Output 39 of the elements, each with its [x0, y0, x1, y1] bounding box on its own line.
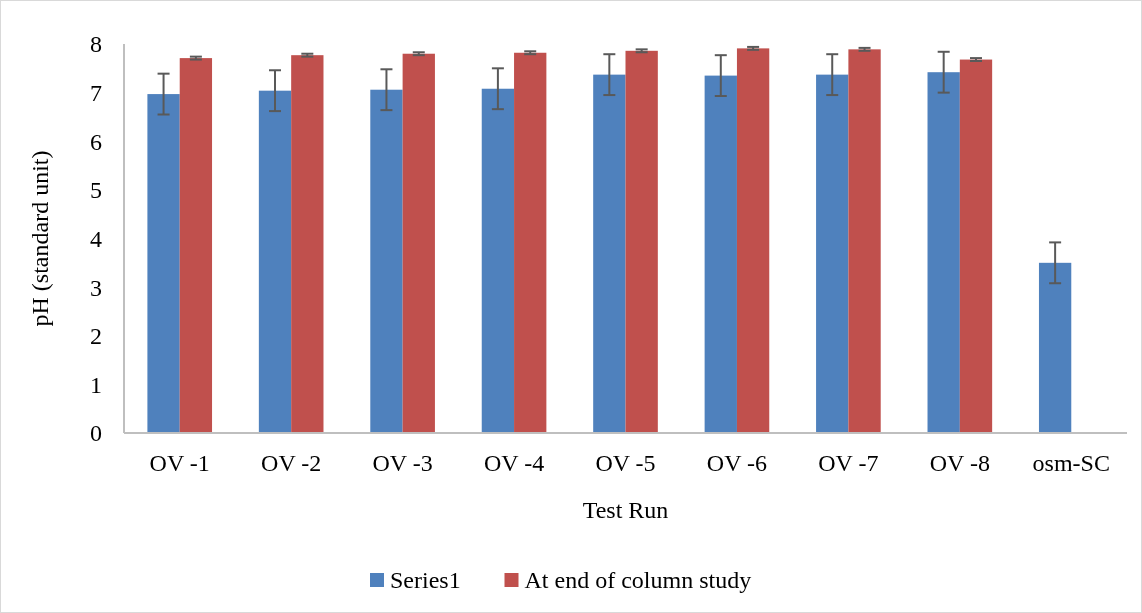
y-tick-label: 5: [90, 177, 102, 204]
x-tick-label: OV -4: [483, 450, 545, 476]
x-tick-label: OV -7: [818, 450, 879, 476]
x-tick-label: OV -6: [706, 450, 768, 476]
x-tick-label: OV -1: [149, 450, 210, 476]
bar: [514, 52, 547, 433]
bar: [291, 55, 324, 433]
y-axis-title: pH (standard unit): [27, 150, 53, 327]
bar: [959, 59, 993, 433]
y-tick-label: 0: [90, 420, 102, 447]
y-tick-label: 6: [90, 128, 102, 155]
bar: [704, 75, 737, 433]
x-tick-label: osm-SC: [1032, 450, 1110, 476]
bar: [258, 90, 292, 433]
bar: [736, 48, 770, 433]
x-tick-label: OV -5: [595, 450, 656, 476]
x-tick-label: OV -8: [929, 450, 990, 476]
bar: [1038, 262, 1072, 433]
bar: [370, 89, 403, 433]
bar: [147, 94, 180, 433]
bar: [848, 49, 881, 433]
bar: [179, 58, 213, 433]
bar: [816, 74, 849, 433]
legend-label: At end of column study: [524, 567, 752, 594]
bar: [927, 72, 960, 433]
y-tick-label: 8: [90, 31, 102, 58]
x-tick-label: OV -2: [261, 450, 322, 476]
y-tick-label: 7: [90, 80, 102, 107]
x-tick-label: OV -3: [372, 450, 433, 476]
x-axis-title: Test Run: [582, 497, 669, 523]
y-tick-label: 4: [90, 225, 102, 252]
bar: [402, 53, 435, 433]
y-tick-label: 3: [90, 274, 102, 301]
y-tick-label: 1: [90, 371, 102, 398]
bar: [593, 74, 626, 433]
legend-label: Series1: [390, 567, 461, 594]
bar: [625, 50, 658, 433]
y-tick-label: 2: [90, 323, 102, 350]
bar: [481, 88, 515, 433]
